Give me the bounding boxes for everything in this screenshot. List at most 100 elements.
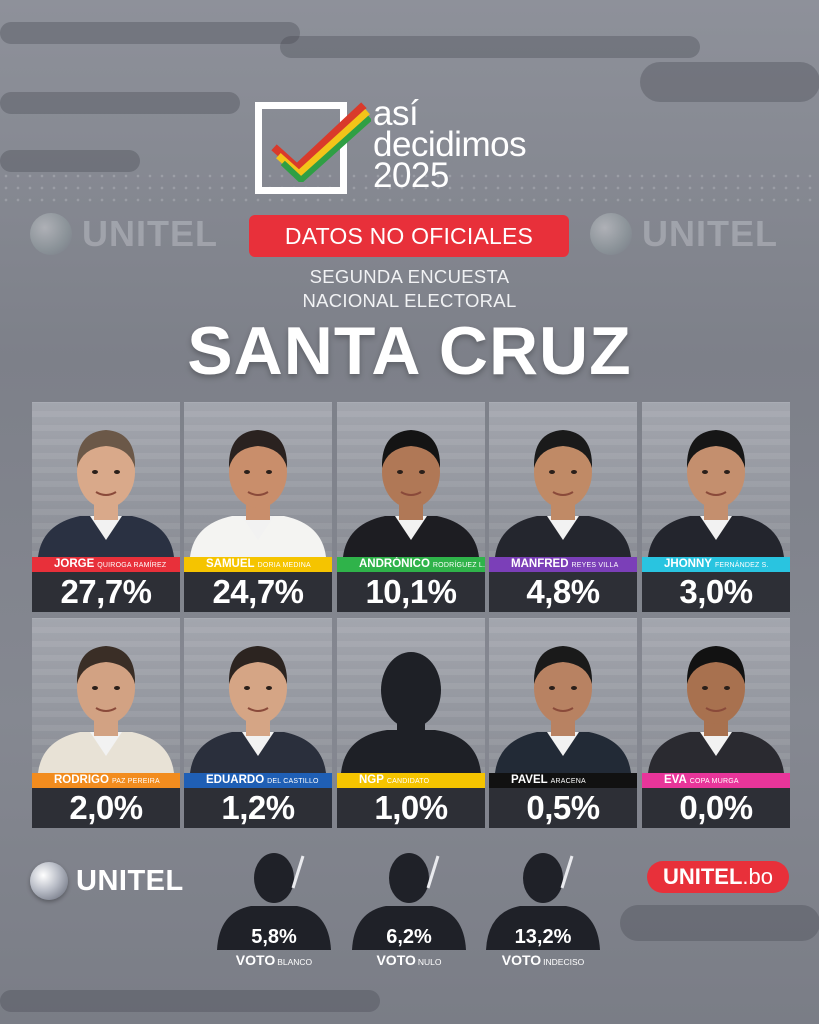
candidate-photo xyxy=(642,402,790,557)
bg-stripe xyxy=(0,22,300,44)
candidate-card: NGP CANDIDATO 1,0% xyxy=(337,618,485,828)
vote-label-main: VOTO xyxy=(235,952,276,968)
candidate-card: EVA COPA MURGA 0,0% xyxy=(642,618,790,828)
person-portrait-icon xyxy=(648,430,784,557)
candidate-last-name: DORIA MEDINA xyxy=(257,562,311,569)
candidate-name-bar: NGP CANDIDATO xyxy=(337,773,485,788)
voter-silhouette-icon xyxy=(486,853,600,950)
logo-line-3: 2025 xyxy=(373,156,449,195)
vote-type: 5,8% VOTO BLANCO xyxy=(215,848,333,973)
voter-silhouette-icon xyxy=(352,853,466,950)
vote-percentage: 13,2% xyxy=(514,926,572,948)
person-portrait-icon xyxy=(495,430,631,557)
candidate-first-name: SAMUEL xyxy=(206,558,255,570)
candidate-last-name: DEL CASTILLO xyxy=(267,778,319,785)
candidate-first-name: EVA xyxy=(664,774,687,786)
candidate-card: ANDRÓNICO RODRÍGUEZ L. 10,1% xyxy=(337,402,485,612)
unitel-bo-tld: bo xyxy=(748,864,774,889)
watermark-text: UNITEL xyxy=(82,213,218,254)
candidate-percentage: 24,7% xyxy=(184,572,332,612)
candidate-card: MANFRED REYES VILLA 4,8% xyxy=(489,402,637,612)
vote-type: 13,2% VOTO INDECISO xyxy=(484,848,602,973)
candidate-first-name: MANFRED xyxy=(511,558,569,570)
candidate-last-name: FERNÁNDEZ S. xyxy=(714,562,769,569)
unitel-bo-name: UNITEL xyxy=(662,864,743,889)
vote-label-sub: BLANCO xyxy=(277,957,313,967)
person-portrait-icon xyxy=(648,646,784,773)
unitel-watermark-right: UNITEL xyxy=(590,213,778,255)
candidate-first-name: JORGE xyxy=(54,558,95,570)
candidate-name-bar: ANDRÓNICO RODRÍGUEZ L. xyxy=(337,557,485,572)
candidate-name-bar: MANFRED REYES VILLA xyxy=(489,557,637,572)
bg-stripe xyxy=(0,92,240,114)
vote-label: VOTO NULO xyxy=(350,952,468,968)
candidate-photo xyxy=(489,618,637,773)
candidate-percentage: 1,0% xyxy=(337,788,485,828)
candidate-name-bar: JORGE QUIROGA RAMÍREZ xyxy=(32,557,180,572)
bg-dots xyxy=(0,170,819,210)
bg-stripe xyxy=(640,62,819,102)
unitel-logo: UNITEL xyxy=(30,862,184,900)
ballot-box-icon xyxy=(255,102,347,194)
candidate-last-name: RODRÍGUEZ L. xyxy=(432,562,485,569)
candidate-percentage: 0,0% xyxy=(642,788,790,828)
vote-label: VOTO INDECISO xyxy=(484,952,602,968)
candidate-first-name: ANDRÓNICO xyxy=(359,558,430,570)
candidate-photo xyxy=(32,402,180,557)
voter-silhouette-icon xyxy=(217,853,331,950)
candidate-card: PAVEL ARACENA 0,5% xyxy=(489,618,637,828)
candidate-last-name: ARACENA xyxy=(550,778,586,785)
candidate-percentage: 10,1% xyxy=(337,572,485,612)
candidate-photo xyxy=(184,618,332,773)
candidate-card: RODRIGO PAZ PEREIRA 2,0% xyxy=(32,618,180,828)
candidate-card: JORGE QUIROGA RAMÍREZ 27,7% xyxy=(32,402,180,612)
vote-label-sub: INDECISO xyxy=(543,957,585,967)
candidate-first-name: RODRIGO xyxy=(54,774,109,786)
candidate-last-name: QUIROGA RAMÍREZ xyxy=(97,562,167,569)
candidate-photo xyxy=(32,618,180,773)
candidate-last-name: PAZ PEREIRA xyxy=(111,778,160,785)
candidate-percentage: 3,0% xyxy=(642,572,790,612)
candidate-percentage: 1,2% xyxy=(184,788,332,828)
candidate-photo xyxy=(337,402,485,557)
candidate-first-name: PAVEL xyxy=(511,774,548,786)
bg-stripe xyxy=(0,150,140,172)
watermark-text: UNITEL xyxy=(642,213,778,254)
candidate-card: SAMUEL DORIA MEDINA 24,7% xyxy=(184,402,332,612)
subtitle-line-1: SEGUNDA ENCUESTA xyxy=(309,266,510,287)
unitel-ball-icon xyxy=(30,862,68,900)
candidate-last-name: COPA MURGA xyxy=(689,778,739,785)
candidate-card: EDUARDO DEL CASTILLO 1,2% xyxy=(184,618,332,828)
person-portrait-icon xyxy=(190,646,326,773)
candidate-percentage: 2,0% xyxy=(32,788,180,828)
candidate-last-name: REYES VILLA xyxy=(571,562,619,569)
candidate-card: JHONNY FERNÁNDEZ S. 3,0% xyxy=(642,402,790,612)
unitel-logo-text: UNITEL xyxy=(76,864,184,897)
logo-line-1: así xyxy=(373,94,419,133)
person-portrait-icon xyxy=(38,646,174,773)
vote-label-sub: NULO xyxy=(417,957,442,967)
logo-line-2: decidimos xyxy=(373,125,527,164)
vote-type: 6,2% VOTO NULO xyxy=(350,848,468,973)
candidate-first-name: NGP xyxy=(359,774,384,786)
unitel-bo-logo: UNITEL.bo xyxy=(647,861,789,893)
person-portrait-icon xyxy=(495,646,631,773)
candidate-photo xyxy=(489,402,637,557)
person-portrait-icon xyxy=(343,430,479,557)
candidate-percentage: 0,5% xyxy=(489,788,637,828)
person-silhouette-icon xyxy=(341,652,481,773)
unofficial-data-badge: DATOS NO OFICIALES xyxy=(249,215,569,257)
logo-text: así decidimos 2025 xyxy=(373,94,527,195)
person-portrait-icon xyxy=(190,430,326,557)
candidate-name-bar: SAMUEL DORIA MEDINA xyxy=(184,557,332,572)
asi-decidimos-logo: así decidimos 2025 xyxy=(255,96,575,202)
bg-stripe xyxy=(0,990,380,1012)
checkmark-icon xyxy=(271,102,371,182)
candidate-first-name: EDUARDO xyxy=(206,774,265,786)
candidate-name-bar: EDUARDO DEL CASTILLO xyxy=(184,773,332,788)
candidate-last-name: CANDIDATO xyxy=(386,778,430,785)
unitel-ball-icon xyxy=(30,213,72,255)
candidate-name-bar: PAVEL ARACENA xyxy=(489,773,637,788)
candidate-name-bar: JHONNY FERNÁNDEZ S. xyxy=(642,557,790,572)
candidate-photo xyxy=(184,402,332,557)
